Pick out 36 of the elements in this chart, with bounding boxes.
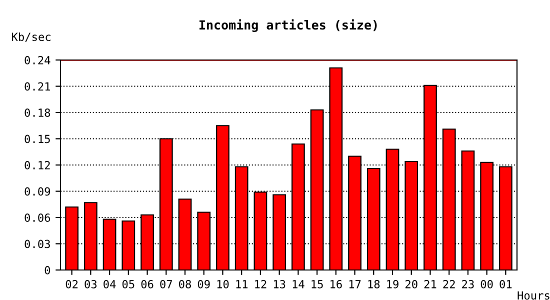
- x-tick-label: 04: [104, 280, 116, 288]
- x-tick-label: 16: [330, 280, 342, 288]
- y-tick-label: 0.24: [24, 56, 50, 64]
- x-axis-title: Hours: [518, 291, 550, 300]
- y-tick-label: 0.18: [24, 108, 50, 117]
- y-tick-label: 0: [44, 266, 50, 274]
- chart-title: Incoming articles (size): [199, 19, 377, 32]
- y-tick-label: 0.12: [24, 161, 50, 170]
- x-tick-label: 01: [500, 280, 512, 288]
- x-tick-label: 18: [368, 280, 380, 288]
- x-tick-label: 03: [84, 280, 97, 288]
- x-tick-label: 11: [236, 280, 248, 288]
- x-tick-label: 06: [141, 280, 154, 288]
- x-tick-label: 00: [480, 280, 493, 288]
- x-tick-label: 12: [255, 280, 266, 288]
- x-tick-label: 09: [198, 280, 210, 288]
- x-tick-label: 15: [312, 280, 323, 288]
- x-tick-label: 13: [274, 280, 286, 288]
- y-tick-label: 0.03: [24, 240, 50, 248]
- y-tick-label: 0.15: [24, 134, 50, 144]
- y-tick-label: 0.09: [24, 187, 50, 196]
- y-axis-title: Kb/sec: [12, 32, 50, 42]
- x-tick-label: 10: [217, 280, 229, 288]
- x-tick-label: 02: [66, 280, 78, 288]
- x-tick-label: 23: [462, 280, 474, 288]
- x-tick-label: 22: [443, 280, 455, 288]
- y-tick-label: 0.21: [24, 82, 50, 91]
- x-tick-label: 20: [406, 280, 418, 288]
- x-tick-label: 05: [122, 280, 134, 288]
- x-tick-label: 14: [292, 280, 304, 288]
- x-tick-label: 19: [387, 280, 398, 288]
- x-tick-label: 07: [160, 280, 172, 288]
- x-tick-label: 21: [424, 280, 436, 288]
- x-tick-label: 08: [179, 280, 191, 288]
- y-tick-label: 0.06: [24, 214, 50, 222]
- x-tick-label: 17: [349, 280, 361, 288]
